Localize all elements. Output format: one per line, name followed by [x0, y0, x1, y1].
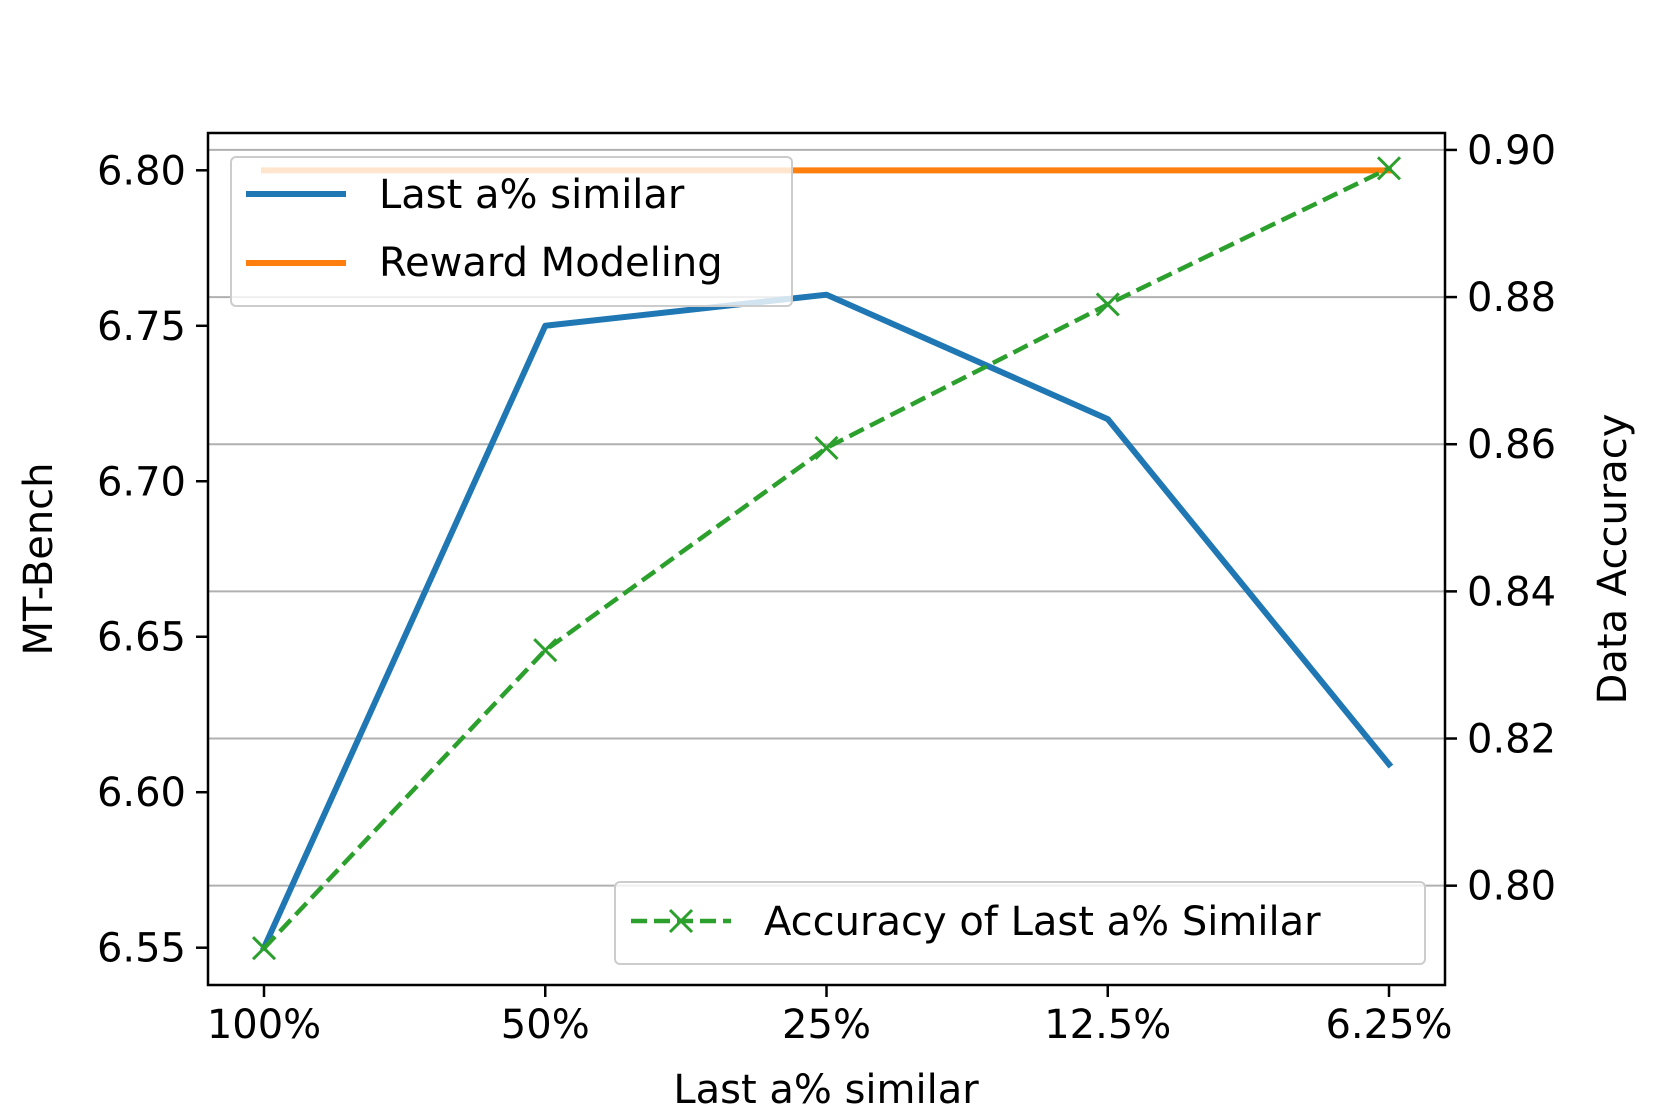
- y-tick-label: 6.70: [97, 459, 186, 505]
- x-tick-label: 100%: [207, 1002, 321, 1048]
- data-point-marker: [533, 638, 558, 663]
- x-axis-label: Last a% similar: [673, 1067, 979, 1107]
- y2-tick-label: 0.88: [1467, 275, 1556, 321]
- series-line-2: [262, 166, 1390, 950]
- y-tick-label: 6.75: [97, 304, 186, 350]
- y-axis-label: MT-Bench: [16, 462, 62, 655]
- legend-label-reward-modeling: Reward Modeling: [379, 240, 723, 286]
- x-tick-label: 50%: [501, 1002, 590, 1048]
- y2-axis-label: Data Accuracy: [1590, 414, 1636, 705]
- y2-tick-label: 0.80: [1467, 864, 1556, 910]
- y-axis-left: 6.55 6.60 6.65 6.70 6.75 6.80: [97, 148, 208, 972]
- series-lines: [251, 156, 1402, 961]
- y-tick-label: 6.60: [97, 770, 186, 816]
- y2-tick-label: 0.84: [1467, 569, 1556, 615]
- legend-label-accuracy: Accuracy of Last a% Similar: [764, 899, 1321, 945]
- y-tick-label: 6.65: [97, 615, 186, 661]
- x-axis: 100% 50% 25% 12.5% 6.25%: [207, 985, 1453, 1048]
- legend-marker-accuracy: [668, 908, 694, 934]
- legend-box: [614, 881, 1426, 965]
- y2-tick-label: 0.82: [1467, 717, 1556, 763]
- data-point-marker: [1095, 292, 1120, 317]
- data-point-marker: [251, 936, 277, 961]
- x-tick-label: 12.5%: [1044, 1002, 1171, 1048]
- x-tick-label: 25%: [782, 1002, 871, 1048]
- legend-upper-left: Last a% similar Reward Modeling: [230, 156, 793, 307]
- legend-box: [230, 156, 793, 307]
- legend-label-last-similar: Last a% similar: [379, 172, 685, 218]
- y-axis-right: 0.80 0.82 0.84 0.86 0.88 0.90: [1445, 128, 1556, 910]
- series-line-0: [260, 291, 1394, 952]
- y-tick-label: 6.80: [97, 148, 186, 194]
- x-tick-label: 6.25%: [1325, 1002, 1452, 1048]
- y2-tick-label: 0.86: [1467, 422, 1556, 468]
- y-tick-label: 6.55: [97, 926, 186, 972]
- y2-tick-label: 0.90: [1467, 128, 1556, 174]
- data-point-marker: [814, 435, 839, 460]
- data-point-marker: [1376, 156, 1402, 181]
- legend-lower-right: Accuracy of Last a% Similar: [614, 881, 1426, 965]
